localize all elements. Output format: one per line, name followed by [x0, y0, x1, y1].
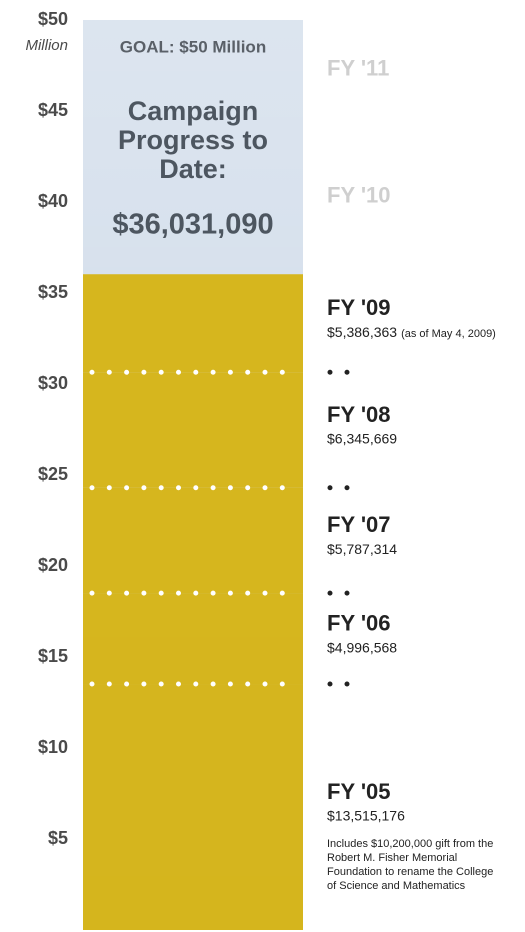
value-note: Includes $10,200,000 gift from the Rober…: [327, 837, 502, 893]
bar-segment: [83, 488, 303, 593]
y-tick-label: $50: [38, 9, 68, 29]
value-label: $13,515,176: [327, 808, 405, 824]
bar-segment: [83, 274, 303, 372]
value-label: $5,787,314: [327, 541, 397, 557]
y-tick-label: $20: [38, 555, 68, 575]
y-unit-label: Million: [25, 37, 68, 54]
value-label: $5,386,363: [327, 324, 397, 340]
y-tick-label: $30: [38, 373, 68, 393]
y-tick-label: $15: [38, 646, 68, 666]
y-tick-label: $25: [38, 464, 68, 484]
category-label: FY '07: [327, 512, 391, 537]
value-label: $4,996,568: [327, 639, 397, 655]
bar-segment: [83, 593, 303, 684]
y-tick-label: $45: [38, 100, 68, 120]
bar-segment: [83, 684, 303, 930]
total-label: $36,031,090: [112, 209, 273, 241]
category-label: FY '10: [327, 182, 391, 207]
category-label: FY '11: [327, 55, 389, 80]
chart-title: Campaign Progress to Date:: [113, 97, 273, 184]
value-note: (as of May 4, 2009): [401, 328, 496, 340]
value-label: $6,345,669: [327, 431, 397, 447]
y-tick-label: $35: [38, 282, 68, 302]
y-tick-label: $40: [38, 191, 68, 211]
bar-segment: [83, 372, 303, 487]
goal-label: GOAL: $50 Million: [120, 37, 266, 56]
chart: $5 $10 $15 $20 $25 $30 $35 $40 $45 $50 Million FY '…: [0, 0, 525, 932]
y-tick-label: $5: [48, 828, 68, 848]
category-label: FY '05: [327, 779, 391, 804]
chart-title-box: Campaign Progress to Date:: [113, 97, 273, 192]
category-label: FY '06: [327, 610, 391, 635]
value-note-box: Includes $10,200,000 gift from the Rober…: [327, 837, 502, 932]
category-label: FY '09: [327, 295, 391, 320]
y-tick-label: $10: [38, 737, 68, 757]
category-label: FY '08: [327, 402, 391, 427]
